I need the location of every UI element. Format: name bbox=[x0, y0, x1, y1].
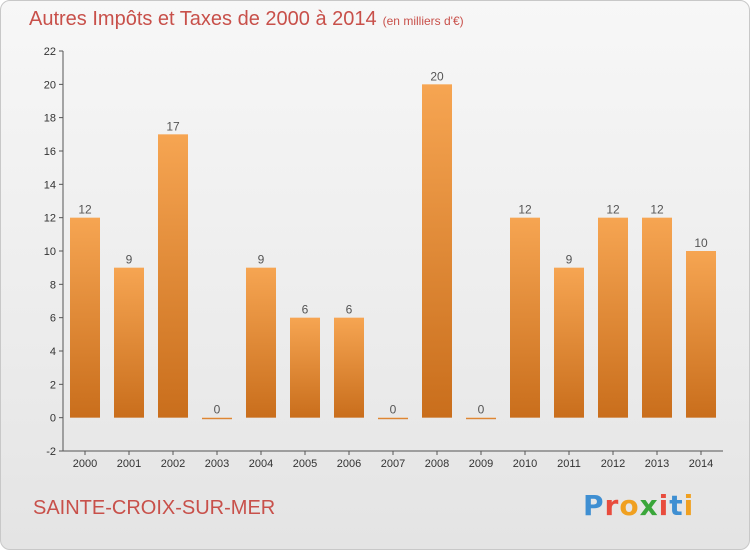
bar bbox=[202, 417, 232, 420]
x-tick-label: 2000 bbox=[73, 458, 97, 470]
y-tick-label: 10 bbox=[44, 246, 56, 258]
bar bbox=[378, 417, 408, 420]
y-tick-label: 20 bbox=[44, 79, 56, 91]
x-tick-label: 2011 bbox=[557, 458, 581, 470]
x-tick-label: 2009 bbox=[469, 458, 493, 470]
y-tick-label: 18 bbox=[44, 113, 56, 125]
y-tick-label: 8 bbox=[50, 279, 56, 291]
data-label: 12 bbox=[518, 203, 532, 217]
brand-letter: o bbox=[619, 489, 640, 522]
bar bbox=[70, 217, 100, 418]
data-label: 0 bbox=[390, 403, 397, 417]
bar bbox=[598, 217, 628, 418]
brand-logo: Proxiti bbox=[583, 489, 694, 522]
data-label: 12 bbox=[78, 203, 92, 217]
y-tick-label: 16 bbox=[44, 146, 56, 158]
bar bbox=[422, 84, 452, 418]
bar bbox=[114, 267, 144, 418]
chart-unit: (en milliers d'€) bbox=[382, 14, 464, 28]
data-label: 6 bbox=[346, 303, 353, 317]
y-tick-label: 0 bbox=[50, 413, 56, 425]
data-label: 12 bbox=[606, 203, 620, 217]
x-tick-label: 2006 bbox=[337, 458, 361, 470]
brand-letter: x bbox=[639, 489, 659, 522]
y-tick-label: 2 bbox=[50, 379, 56, 391]
x-tick-label: 2008 bbox=[425, 458, 449, 470]
y-tick-label: 22 bbox=[44, 46, 56, 58]
bar bbox=[510, 217, 540, 418]
bar bbox=[290, 317, 320, 418]
bar bbox=[158, 134, 188, 418]
x-tick-label: 2004 bbox=[249, 458, 273, 470]
data-label: 17 bbox=[166, 119, 180, 133]
y-tick-label: -2 bbox=[46, 446, 56, 458]
data-label: 10 bbox=[694, 236, 708, 250]
data-label: 6 bbox=[302, 303, 309, 317]
x-tick-label: 2012 bbox=[601, 458, 625, 470]
x-tick-label: 2001 bbox=[117, 458, 141, 470]
chart-title: Autres Impôts et Taxes de 2000 à 2014 (en… bbox=[29, 8, 464, 31]
x-tick-label: 2014 bbox=[689, 458, 713, 470]
city-name: SAINTE-CROIX-SUR-MER bbox=[33, 497, 276, 519]
bar bbox=[466, 417, 496, 420]
x-tick-label: 2005 bbox=[293, 458, 317, 470]
chart-title-text: Autres Impôts et Taxes de 2000 à 2014 bbox=[29, 8, 377, 30]
x-tick-label: 2003 bbox=[205, 458, 229, 470]
y-tick-label: 6 bbox=[50, 313, 56, 325]
bar bbox=[246, 267, 276, 418]
x-tick-label: 2013 bbox=[645, 458, 669, 470]
data-label: 12 bbox=[650, 203, 664, 217]
bar bbox=[334, 317, 364, 418]
brand-letter: i bbox=[658, 489, 670, 522]
data-label: 0 bbox=[478, 403, 485, 417]
bar bbox=[642, 217, 672, 418]
data-label: 0 bbox=[214, 403, 221, 417]
data-label: 9 bbox=[258, 253, 265, 267]
x-tick-label: 2002 bbox=[161, 458, 185, 470]
brand-letter: P bbox=[583, 489, 605, 522]
y-tick-label: 12 bbox=[44, 213, 56, 225]
x-tick-label: 2007 bbox=[381, 458, 405, 470]
y-tick-label: 4 bbox=[50, 346, 56, 358]
brand-letter: t bbox=[669, 489, 684, 522]
data-label: 9 bbox=[126, 253, 133, 267]
data-label: 20 bbox=[430, 69, 444, 83]
y-tick-label: 14 bbox=[44, 179, 56, 191]
data-label: 9 bbox=[566, 253, 573, 267]
brand-letter: r bbox=[604, 489, 620, 522]
bar bbox=[554, 267, 584, 418]
bar bbox=[686, 251, 716, 418]
brand-letter: i bbox=[683, 489, 695, 522]
x-tick-label: 2010 bbox=[513, 458, 537, 470]
